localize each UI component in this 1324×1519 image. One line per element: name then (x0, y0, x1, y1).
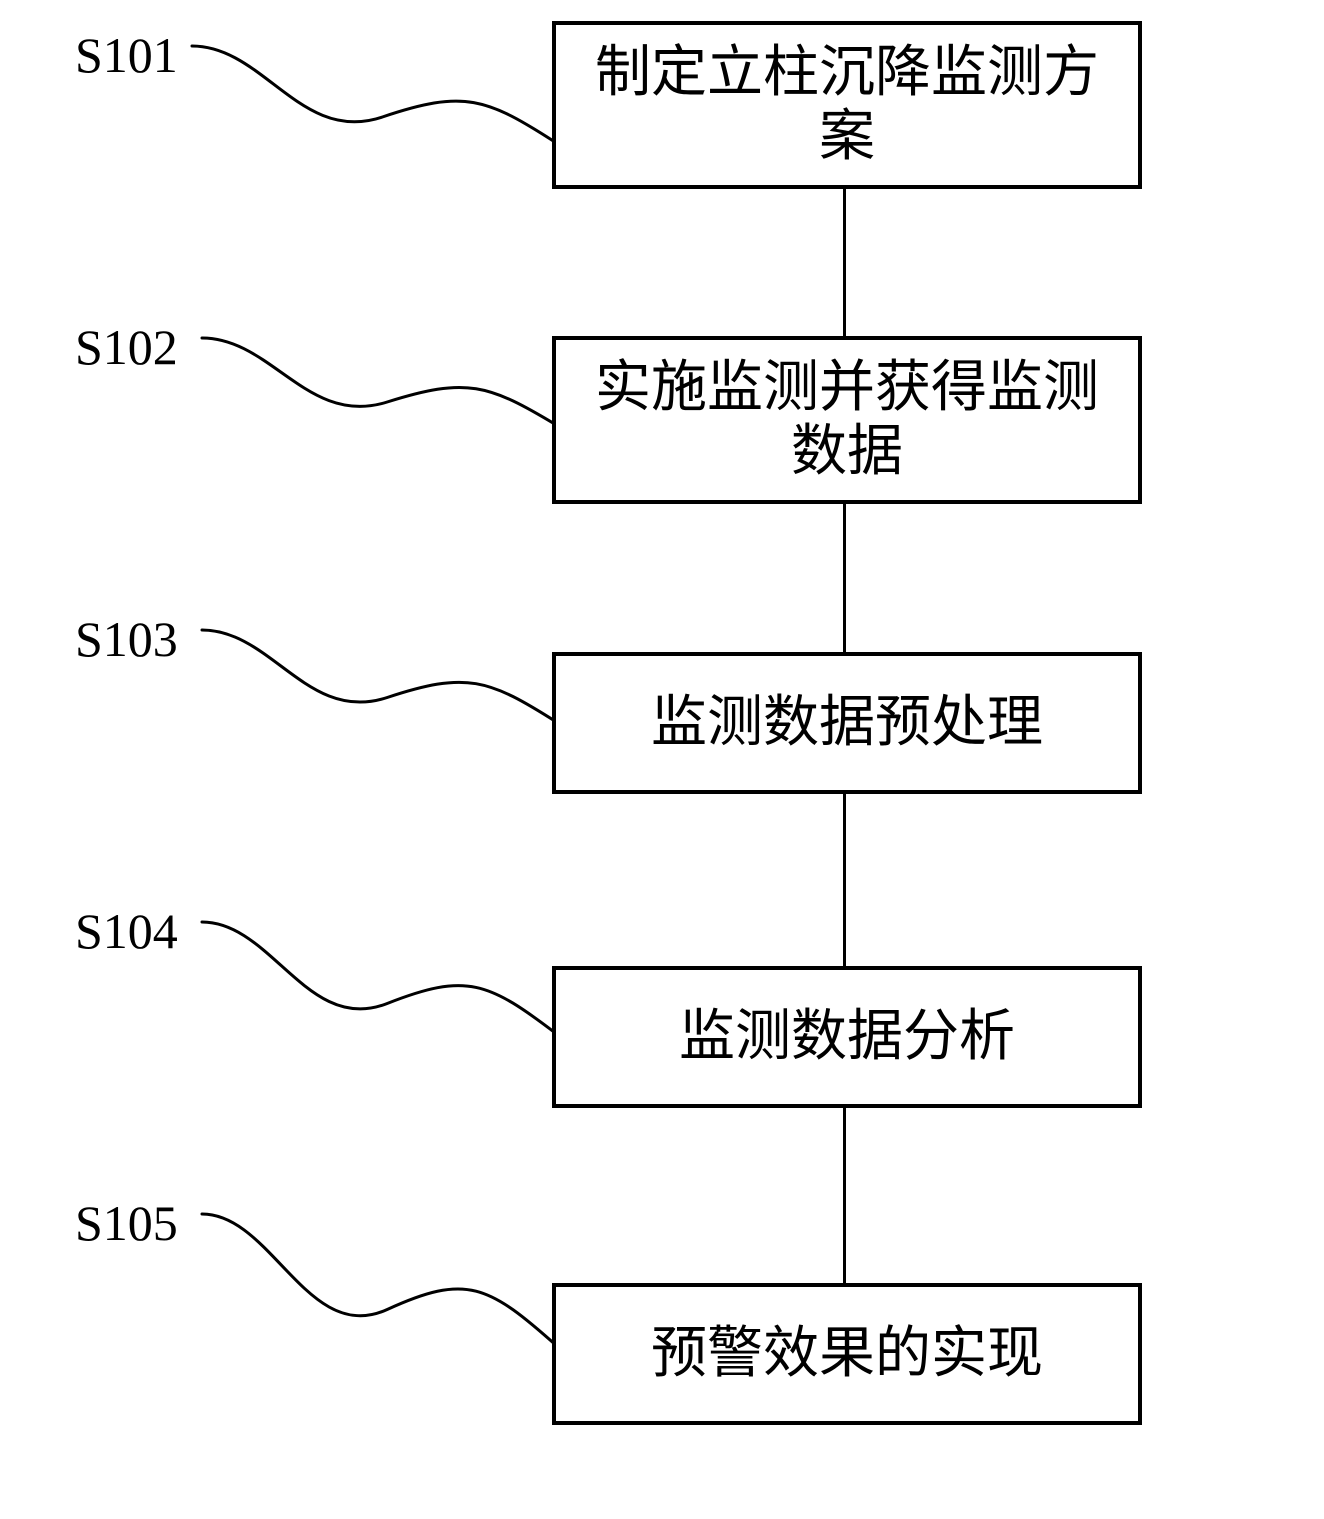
vertical-connector-4 (843, 1108, 846, 1283)
step-label-s102: S102 (75, 318, 178, 376)
flowchart-container: S101 制定立柱沉降监测方案 S102 实施监测并获得监测数据 S103 监测数据预处理… (0, 0, 1324, 1519)
step-box-s103: 监测数据预处理 (552, 652, 1142, 794)
step-box-s104: 监测数据分析 (552, 966, 1142, 1108)
step-label-s105: S105 (75, 1194, 178, 1252)
vertical-connector-1 (843, 189, 846, 336)
step-box-s102: 实施监测并获得监测数据 (552, 336, 1142, 504)
step-box-text: 监测数据分析 (655, 1005, 1039, 1069)
step-label-s104: S104 (75, 902, 178, 960)
connector-curve-s105 (200, 1208, 560, 1353)
connector-curve-s103 (200, 624, 560, 729)
connector-curve-s101 (190, 40, 560, 150)
step-label-s103: S103 (75, 610, 178, 668)
connector-curve-s102 (200, 332, 560, 432)
step-label-s101: S101 (75, 26, 178, 84)
step-box-s105: 预警效果的实现 (552, 1283, 1142, 1425)
vertical-connector-2 (843, 504, 846, 652)
vertical-connector-3 (843, 794, 846, 966)
step-box-text: 制定立柱沉降监测方案 (556, 41, 1138, 170)
step-box-text: 实施监测并获得监测数据 (556, 356, 1138, 485)
step-box-text: 监测数据预处理 (627, 691, 1067, 755)
step-box-s101: 制定立柱沉降监测方案 (552, 21, 1142, 189)
step-box-text: 预警效果的实现 (627, 1322, 1067, 1386)
connector-curve-s104 (200, 916, 560, 1041)
